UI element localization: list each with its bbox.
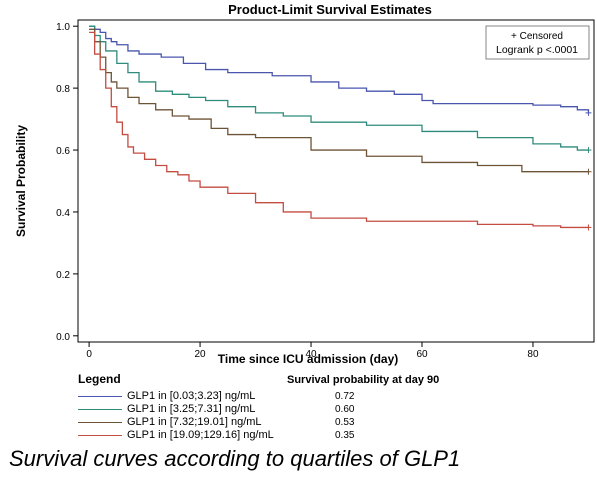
censor-mark	[585, 224, 592, 231]
x-axis-label: Time since ICU admission (day)	[218, 352, 399, 366]
censor-mark	[585, 109, 592, 116]
x-tick-label: 0	[86, 349, 92, 360]
y-tick-label: 1.0	[56, 22, 70, 33]
legend-row: GLP1 in [19.09;129.16] ng/mL 0.35	[78, 429, 378, 442]
censor-mark	[585, 147, 592, 154]
y-axis: 0.0 0.2 0.4 0.6 0.8 1.0	[56, 22, 78, 343]
legend-value-header: Survival probability at day 90	[287, 374, 440, 386]
legend-row: GLP1 in [3.25;7.31] ng/mL 0.60	[78, 403, 378, 416]
survival-chart: Product-Limit Survival Estimates 0.00.20…	[14, 2, 595, 366]
legend-label: GLP1 in [19.09;129.16] ng/mL	[127, 429, 274, 441]
legend-value: 0.35	[335, 430, 355, 441]
y-tick-label: 0.2	[56, 270, 70, 281]
legend-label: GLP1 in [7.32;19.01] ng/mL	[127, 416, 262, 428]
legend-value: 0.72	[335, 391, 355, 402]
legend-title: Legend	[78, 372, 121, 386]
survival-curve-3	[89, 28, 589, 173]
censor-mark	[585, 168, 592, 175]
y-tick-label: 0.6	[56, 146, 70, 157]
series-layer	[89, 25, 592, 231]
censor-legend-line1: + Censored	[511, 31, 563, 42]
legend-row: GLP1 in [0.03;3.23] ng/mL 0.72	[78, 390, 378, 403]
x-tick-label: 60	[416, 349, 428, 360]
y-tick-label: 0.0	[56, 332, 70, 343]
x-tick-label: 80	[527, 349, 539, 360]
censor-legend-box	[485, 25, 590, 60]
legend-swatch	[78, 409, 122, 410]
legend-swatch	[78, 396, 122, 397]
survival-curve-4	[89, 31, 589, 229]
legend-value: 0.53	[335, 417, 355, 428]
chart-title: Product-Limit Survival Estimates	[228, 2, 432, 17]
legend-swatch	[78, 435, 122, 436]
y-tick-label: 0.8	[56, 84, 70, 95]
legend-label: GLP1 in [3.25;7.31] ng/mL	[127, 403, 256, 415]
y-tick-label: 0.4	[56, 208, 70, 219]
legend-row: GLP1 in [7.32;19.01] ng/mL 0.53	[78, 416, 378, 429]
x-tick-label: 40	[305, 349, 317, 360]
legend-swatch	[78, 422, 122, 423]
x-axis: 0 20 40 60 80	[86, 342, 539, 360]
legend-table: GLP1 in [0.03;3.23] ng/mL 0.72 GLP1 in […	[78, 390, 378, 442]
legend-label: GLP1 in [0.03;3.23] ng/mL	[127, 390, 256, 402]
figure-caption: Survival curves according to quartiles o…	[9, 446, 461, 471]
plot-frame	[77, 19, 595, 343]
survival-curve-2	[89, 25, 589, 151]
logrank-pvalue: Logrank p <.0001	[496, 44, 578, 56]
survival-curve-1	[89, 25, 590, 113]
x-tick-label: 20	[195, 349, 207, 360]
censor-legend: + Censored Logrank p <.0001	[485, 25, 590, 60]
y-axis-label: Survival Probability	[14, 125, 28, 237]
legend-value: 0.60	[335, 404, 355, 415]
